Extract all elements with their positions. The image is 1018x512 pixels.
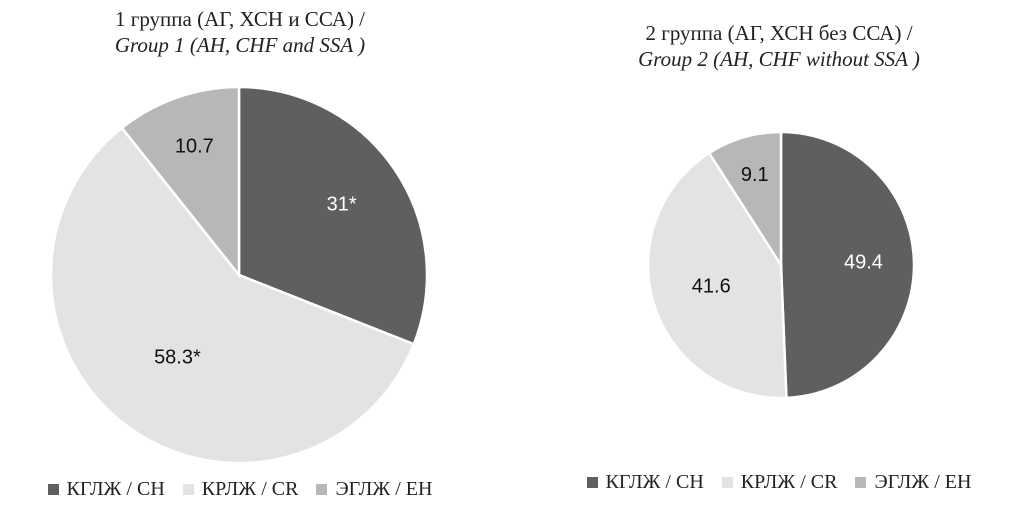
chart-2-legend-label-eh: ЭГЛЖ / EH bbox=[874, 471, 972, 493]
chart-group-1: 1 группа (АГ, ХСН и ССА) / Group 1 (AH, … bbox=[0, 0, 480, 512]
chart-1-legend-swatch-eh bbox=[316, 484, 328, 495]
chart-1-legend: КГЛЖ / CH КРЛЖ / CR ЭГЛЖ / EH bbox=[0, 478, 480, 501]
chart-1-slice-eh bbox=[120, 85, 241, 279]
chart-2-data-label-ch: 49.4 bbox=[844, 252, 883, 274]
chart-2-legend-swatch-ch bbox=[586, 477, 598, 488]
chart-group-2: 2 группа (АГ, ХСН без ССА) / Group 2 (AH… bbox=[540, 0, 1018, 512]
chart-1-title: 1 группа (АГ, ХСН и ССА) / bbox=[114, 7, 366, 31]
chart-2-slice-ch bbox=[779, 130, 916, 400]
chart-2-legend-label-cr: КРЛЖ / CR bbox=[740, 471, 838, 493]
chart-2-data-label-eh: 9.1 bbox=[741, 164, 769, 186]
chart-2-legend-item-eh: ЭГЛЖ / EH bbox=[855, 471, 971, 494]
chart-1-title-block: 1 группа (АГ, ХСН и ССА) / Group 1 (AH, … bbox=[0, 6, 480, 58]
chart-1-slice-cr bbox=[49, 126, 416, 465]
chart-1-legend-label-eh: ЭГЛЖ / EH bbox=[335, 478, 433, 500]
chart-2-title: 2 группа (АГ, ХСН без ССА) / bbox=[645, 21, 913, 45]
chart-2-slice-eh bbox=[707, 130, 783, 270]
chart-1-legend-item-ch: КГЛЖ / CH bbox=[47, 478, 165, 501]
chart-2-legend-swatch-cr bbox=[721, 477, 733, 488]
chart-1-pie: 31* 58.3* 10.7 bbox=[49, 85, 429, 465]
chart-1-data-label-eh: 10.7 bbox=[175, 135, 214, 157]
chart-2-legend: КГЛЖ / CH КРЛЖ / CR ЭГЛЖ / EH bbox=[540, 471, 1018, 494]
chart-2-subtitle: Group 2 (AH, CHF without SSA ) bbox=[638, 47, 920, 71]
chart-2-title-block: 2 группа (АГ, ХСН без ССА) / Group 2 (AH… bbox=[540, 20, 1018, 72]
chart-2-pie: 49.4 41.6 9.1 bbox=[646, 130, 916, 400]
chart-1-data-label-cr: 58.3* bbox=[154, 346, 201, 368]
chart-1-legend-item-eh: ЭГЛЖ / EH bbox=[316, 478, 432, 501]
chart-1-slice-ch bbox=[237, 85, 429, 346]
chart-2-legend-item-cr: КРЛЖ / CR bbox=[721, 471, 838, 494]
chart-2-data-label-cr: 41.6 bbox=[692, 275, 731, 297]
chart-1-legend-item-cr: КРЛЖ / CR bbox=[182, 478, 299, 501]
chart-1-legend-swatch-ch bbox=[47, 484, 59, 495]
chart-1-legend-label-cr: КРЛЖ / CR bbox=[201, 478, 299, 500]
chart-1-data-label-ch: 31* bbox=[327, 194, 357, 216]
chart-1-legend-label-ch: КГЛЖ / CH bbox=[66, 478, 165, 500]
chart-2-legend-item-ch: КГЛЖ / CH bbox=[586, 471, 704, 494]
chart-1-subtitle: Group 1 (AH, CHF and SSA ) bbox=[114, 33, 366, 57]
chart-2-slice-cr bbox=[646, 151, 788, 400]
chart-1-legend-swatch-cr bbox=[182, 484, 194, 495]
chart-2-legend-label-ch: КГЛЖ / CH bbox=[605, 471, 704, 493]
chart-2-legend-swatch-eh bbox=[855, 477, 867, 488]
